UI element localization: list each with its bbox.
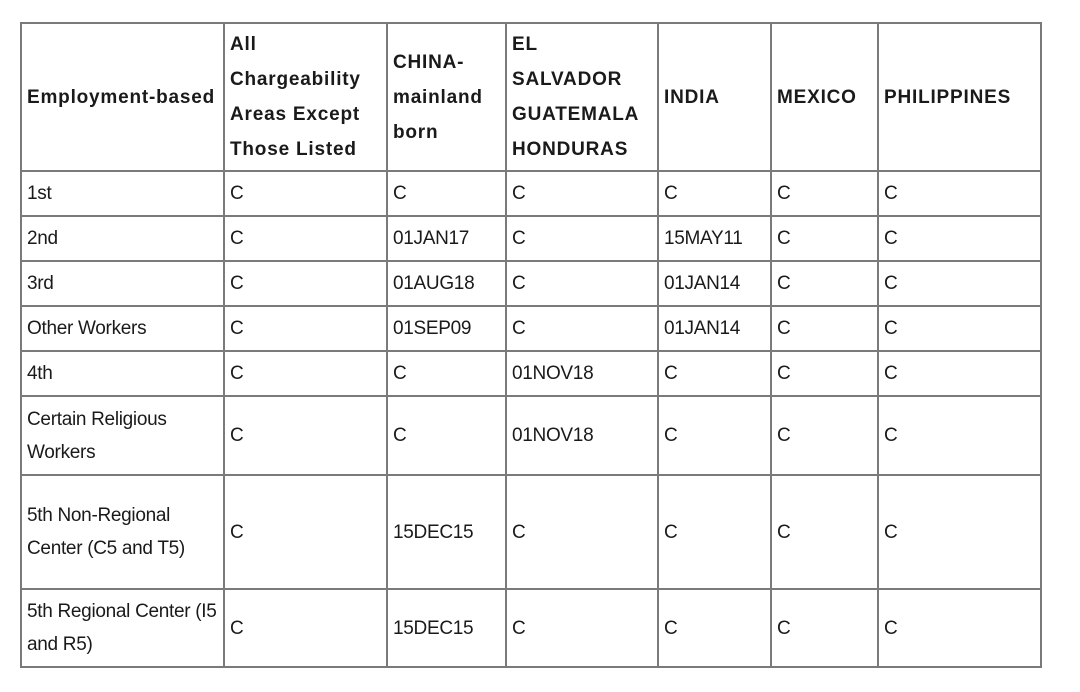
table-cell: C	[505, 260, 659, 307]
table-cell: C	[770, 305, 879, 352]
table-row: 2nd C 01JAN17 C 15MAY11 C C	[20, 215, 1042, 262]
table-row: Certain Religious Workers C C 01NOV18 C C C	[20, 395, 1042, 476]
table-cell: C	[877, 260, 1042, 307]
row-label: 2nd	[20, 215, 225, 262]
table-cell: C	[877, 305, 1042, 352]
row-label: 5th Non-Regional Center (C5 and T5)	[20, 474, 225, 590]
row-label: Other Workers	[20, 305, 225, 352]
column-header: INDIA	[657, 22, 772, 172]
column-header: Employment-based	[20, 22, 225, 172]
table-cell: 01SEP09	[386, 305, 507, 352]
table-cell: C	[505, 588, 659, 668]
column-header: MEXICO	[770, 22, 879, 172]
table-cell: C	[223, 350, 388, 397]
table-cell: 01JAN17	[386, 215, 507, 262]
table-cell: C	[223, 305, 388, 352]
table-cell: C	[770, 474, 879, 590]
visa-bulletin-table: Employment-based All Chargeability Areas…	[20, 22, 1042, 668]
table-cell: 01JAN14	[657, 260, 772, 307]
table-cell: C	[770, 350, 879, 397]
table-cell: C	[505, 305, 659, 352]
table-cell: C	[770, 588, 879, 668]
table-cell: C	[223, 170, 388, 217]
table-cell: 15DEC15	[386, 474, 507, 590]
table-cell: C	[770, 215, 879, 262]
table-cell: C	[505, 215, 659, 262]
table-cell: C	[505, 170, 659, 217]
table-cell: 15MAY11	[657, 215, 772, 262]
table-cell: C	[657, 170, 772, 217]
table-cell: C	[223, 395, 388, 476]
row-label: 1st	[20, 170, 225, 217]
table-cell: C	[386, 395, 507, 476]
header-row: Employment-based All Chargeability Areas…	[20, 22, 1042, 172]
table-cell: C	[505, 474, 659, 590]
table-cell: C	[877, 170, 1042, 217]
row-label: 4th	[20, 350, 225, 397]
table-cell: C	[386, 350, 507, 397]
table-row: 1st C C C C C C	[20, 170, 1042, 217]
row-label: 3rd	[20, 260, 225, 307]
table-cell: C	[877, 350, 1042, 397]
table-row: Other Workers C 01SEP09 C 01JAN14 C C	[20, 305, 1042, 352]
column-header: EL SALVADOR GUATEMALA HONDURAS	[505, 22, 659, 172]
table-cell: C	[877, 588, 1042, 668]
table-cell: C	[877, 215, 1042, 262]
column-header: PHILIPPINES	[877, 22, 1042, 172]
table-cell: C	[657, 350, 772, 397]
table-cell: C	[770, 170, 879, 217]
table-row: 5th Non-Regional Center (C5 and T5) C 15DE…	[20, 474, 1042, 590]
table-row: 5th Regional Center (I5 and R5) C 15DEC15 C…	[20, 588, 1042, 668]
table-row: 3rd C 01AUG18 C 01JAN14 C C	[20, 260, 1042, 307]
table-cell: C	[657, 588, 772, 668]
table-cell: C	[657, 474, 772, 590]
row-label: 5th Regional Center (I5 and R5)	[20, 588, 225, 668]
table-cell: C	[770, 395, 879, 476]
table-cell: C	[223, 474, 388, 590]
column-header: CHINA-mainland born	[386, 22, 507, 172]
table-cell: C	[223, 260, 388, 307]
table-cell: C	[877, 395, 1042, 476]
table-cell: 01JAN14	[657, 305, 772, 352]
row-label: Certain Religious Workers	[20, 395, 225, 476]
table-cell: C	[223, 588, 388, 668]
table-cell: 15DEC15	[386, 588, 507, 668]
table-cell: C	[386, 170, 507, 217]
table-cell: 01NOV18	[505, 350, 659, 397]
column-header: All Chargeability Areas Except Those Lis…	[223, 22, 388, 172]
table-cell: 01NOV18	[505, 395, 659, 476]
table-cell: 01AUG18	[386, 260, 507, 307]
table-cell: C	[877, 474, 1042, 590]
table-cell: C	[223, 215, 388, 262]
table-row: 4th C C 01NOV18 C C C	[20, 350, 1042, 397]
table-cell: C	[657, 395, 772, 476]
table-cell: C	[770, 260, 879, 307]
